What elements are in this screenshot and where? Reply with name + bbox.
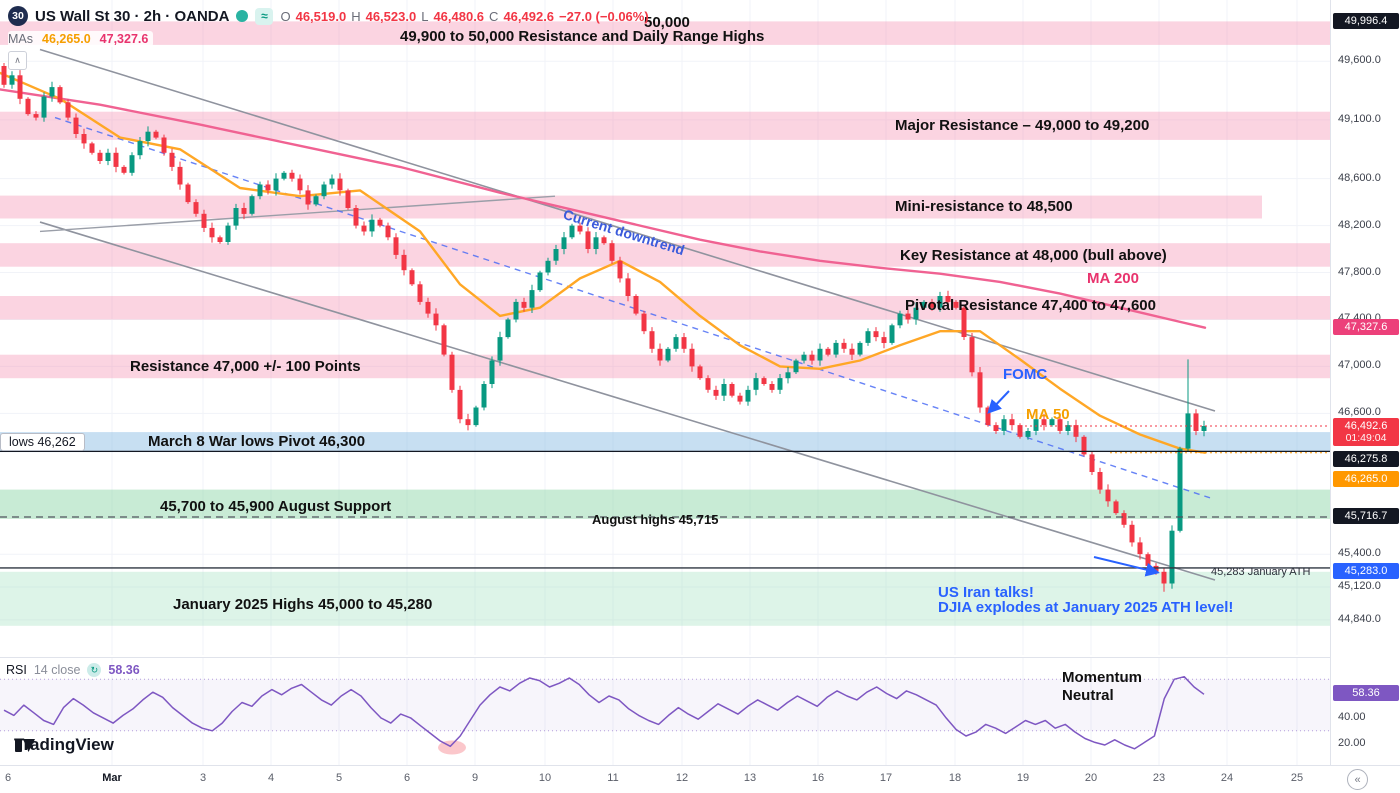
low-label: L xyxy=(421,8,429,24)
price-tick-label: 44,840.0 xyxy=(1338,612,1381,625)
price-badge: 46,275.8 xyxy=(1333,451,1399,468)
ma50-value: 46,265.0 xyxy=(42,32,91,46)
ma200-value: 47,327.6 xyxy=(99,32,149,46)
price-badge: 45,283.0 xyxy=(1333,562,1399,579)
rsi-legend: RSI 14 close ↻ 58.36 xyxy=(6,663,140,677)
tradingview-logo-text: TradingView xyxy=(14,735,114,754)
price-badge: 46,265.0 xyxy=(1333,470,1399,487)
symbol-logo[interactable]: 30 xyxy=(8,6,28,26)
chart-legend: 30 US Wall St 30 · 2h · OANDA ≈ O 46,519.… xyxy=(8,6,649,48)
time-tick-label: 3 xyxy=(199,772,207,784)
approx-data-icon[interactable]: ≈ xyxy=(255,7,274,25)
rsi-pane-canvas[interactable] xyxy=(0,658,1330,765)
low-value: 46,480.6 xyxy=(433,8,485,24)
time-tick-label: 18 xyxy=(948,772,962,784)
price-tick-label: 47,800.0 xyxy=(1338,265,1381,278)
time-tick-label: 13 xyxy=(743,772,757,784)
tradingview-logo-icon xyxy=(15,738,35,752)
price-tick-label: 46,600.0 xyxy=(1338,406,1381,419)
rsi-params: 14 close xyxy=(33,663,81,677)
time-axis[interactable]: 6 Mar 3 4 5 6 9 10 11 12 13 16 17 18 19 20 23 24 25 xyxy=(0,765,1400,793)
rsi-current-value: 58.36 xyxy=(108,663,140,677)
symbol-title[interactable]: US Wall St 30 · 2h · OANDA xyxy=(35,7,230,25)
close-label: C xyxy=(489,8,499,24)
price-tick-label: 40.00 xyxy=(1338,710,1366,723)
scale-menu-button[interactable]: « xyxy=(1347,769,1368,790)
ohlc-values: O 46,519.0 H 46,523.0 L 46,480.6 C 46,492.6 … xyxy=(280,9,648,24)
time-tick-label: 19 xyxy=(1016,772,1030,784)
rsi-line xyxy=(3,675,1205,750)
time-tick-label: Mar xyxy=(102,772,122,784)
legend-collapse-button[interactable]: ∧ xyxy=(8,51,27,70)
ma50-line xyxy=(0,71,1207,454)
price-axis[interactable]: 49,600.0 49,100.0 48,600.0 48,200.0 47,800.0… xyxy=(1330,0,1400,765)
time-tick-label: 5 xyxy=(335,772,343,784)
lows-label[interactable]: lows 46,262 xyxy=(0,433,85,451)
tradingview-logo[interactable]: TradingView xyxy=(14,735,114,755)
countdown-timer: 01:49:04 xyxy=(1345,431,1387,444)
time-tick-label: 16 xyxy=(811,772,825,784)
mas-label: MAs xyxy=(8,32,33,46)
price-tick-label: 45,400.0 xyxy=(1338,547,1381,560)
grid xyxy=(0,0,1330,655)
price-chart-canvas[interactable] xyxy=(0,0,1330,658)
price-tick-label: 48,200.0 xyxy=(1338,218,1381,231)
price-tick-label: 45,120.0 xyxy=(1338,580,1381,593)
time-tick-label: 4 xyxy=(267,772,275,784)
time-tick-label: 20 xyxy=(1084,772,1098,784)
time-tick-label: 10 xyxy=(538,772,552,784)
open-value: 46,519.0 xyxy=(295,8,347,24)
time-tick-label: 6 xyxy=(4,772,12,784)
price-badge: 47,327.6 xyxy=(1333,318,1399,335)
price-badge: 46,492.6 01:49:04 xyxy=(1333,417,1399,446)
rsi-name[interactable]: RSI xyxy=(6,663,27,677)
time-tick-label: 12 xyxy=(675,772,689,784)
time-tick-label: 11 xyxy=(607,772,619,784)
market-status-icon[interactable] xyxy=(236,10,249,22)
ma-legend: MAs 46,265.0 47,327.6 xyxy=(8,31,154,47)
open-label: O xyxy=(280,8,291,24)
price-tick-label: 48,600.0 xyxy=(1338,171,1381,184)
high-value: 46,523.0 xyxy=(365,8,417,24)
pane-divider[interactable] xyxy=(0,657,1400,658)
rsi-sync-icon[interactable]: ↻ xyxy=(87,663,102,677)
price-tick-label: 49,100.0 xyxy=(1338,112,1381,125)
price-tick-label: 47,000.0 xyxy=(1338,359,1381,372)
time-tick-label: 23 xyxy=(1152,772,1166,784)
price-badge: 58.36 xyxy=(1333,685,1399,702)
high-label: H xyxy=(351,8,361,24)
price-tick-label: 49,600.0 xyxy=(1338,54,1381,67)
annotation-arrow xyxy=(1093,556,1160,577)
ma200-line xyxy=(0,88,1207,329)
time-tick-label: 25 xyxy=(1290,772,1304,784)
time-tick-label: 24 xyxy=(1220,772,1234,784)
time-tick-label: 9 xyxy=(471,772,479,784)
price-levels xyxy=(0,425,1330,569)
close-value: 46,492.6 xyxy=(503,8,555,24)
candles xyxy=(1,63,1207,592)
price-badge: 49,996.4 xyxy=(1333,12,1399,29)
time-tick-label: 6 xyxy=(403,772,411,784)
time-tick-label: 17 xyxy=(879,772,893,784)
price-badge: 45,716.7 xyxy=(1333,508,1399,525)
annotation-arrow xyxy=(987,390,1010,414)
support-resistance-zones xyxy=(0,21,1330,626)
price-tick-label: 20.00 xyxy=(1338,736,1366,749)
change-value: −27.0 (−0.06%) xyxy=(559,8,649,24)
